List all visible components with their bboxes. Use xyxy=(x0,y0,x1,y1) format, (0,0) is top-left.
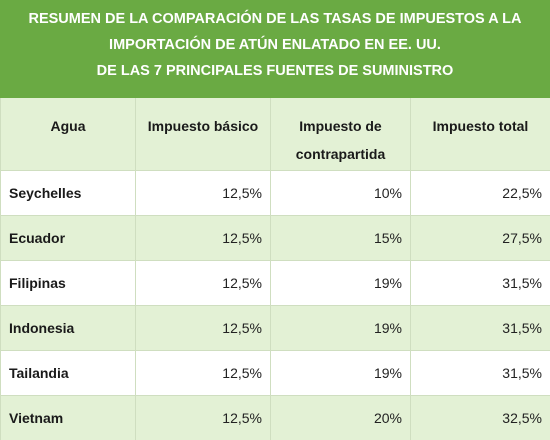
title-line-1: RESUMEN DE LA COMPARACIÓN DE LAS TASAS D… xyxy=(28,11,522,27)
basic-tax-cell: 12,5% xyxy=(135,395,271,440)
table-row: Indonesia 12,5% 19% 31,5% xyxy=(0,305,550,351)
title-line-3: DE LAS 7 PRINCIPALES FUENTES DE SUMINIST… xyxy=(96,63,454,79)
countervailing-tax-cell: 20% xyxy=(270,395,411,440)
total-tax-cell: 31,5% xyxy=(410,260,550,306)
countervailing-tax-cell: 10% xyxy=(270,170,411,216)
countervailing-tax-cell: 19% xyxy=(270,350,411,396)
table-row: Vietnam 12,5% 20% 32,5% xyxy=(0,395,550,440)
basic-tax-cell: 12,5% xyxy=(135,170,271,216)
table-row: Ecuador 12,5% 15% 27,5% xyxy=(0,215,550,261)
countervailing-tax-cell: 19% xyxy=(270,305,411,351)
column-header-basic-tax: Impuesto básico xyxy=(135,98,271,171)
tax-table: Agua Impuesto básico Impuesto de contrap… xyxy=(0,98,550,440)
total-tax-cell: 22,5% xyxy=(410,170,550,216)
total-tax-cell: 27,5% xyxy=(410,215,550,261)
table-row: Filipinas 12,5% 19% 31,5% xyxy=(0,260,550,306)
table-header-row: Agua Impuesto básico Impuesto de contrap… xyxy=(0,98,550,171)
country-cell: Filipinas xyxy=(0,260,136,306)
country-cell: Tailandia xyxy=(0,350,136,396)
table-title: RESUMEN DE LA COMPARACIÓN DE LAS TASAS D… xyxy=(0,0,550,98)
countervailing-tax-cell: 15% xyxy=(270,215,411,261)
basic-tax-cell: 12,5% xyxy=(135,305,271,351)
total-tax-cell: 32,5% xyxy=(410,395,550,440)
country-cell: Indonesia xyxy=(0,305,136,351)
column-header-total-tax: Impuesto total xyxy=(410,98,550,171)
total-tax-cell: 31,5% xyxy=(410,305,550,351)
country-cell: Seychelles xyxy=(0,170,136,216)
table-row: Tailandia 12,5% 19% 31,5% xyxy=(0,350,550,396)
basic-tax-cell: 12,5% xyxy=(135,350,271,396)
table-row: Seychelles 12,5% 10% 22,5% xyxy=(0,170,550,216)
countervailing-tax-cell: 19% xyxy=(270,260,411,306)
country-cell: Vietnam xyxy=(0,395,136,440)
column-header-countervailing-tax: Impuesto de contrapartida xyxy=(270,98,411,171)
country-cell: Ecuador xyxy=(0,215,136,261)
title-line-2: IMPORTACIÓN DE ATÚN ENLATADO EN EE. UU. xyxy=(109,37,441,53)
basic-tax-cell: 12,5% xyxy=(135,260,271,306)
column-header-country: Agua xyxy=(0,98,136,171)
basic-tax-cell: 12,5% xyxy=(135,215,271,261)
total-tax-cell: 31,5% xyxy=(410,350,550,396)
